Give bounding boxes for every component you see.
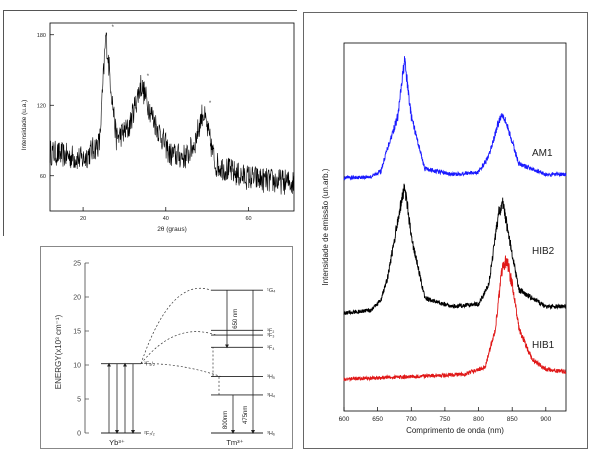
yb-level-label: ²F₅/₂ xyxy=(144,362,155,368)
emission-x-tick-label: 800 xyxy=(473,416,484,423)
xrd-x-tick-label: 60 xyxy=(245,216,251,222)
emission-y-axis-label: Intensidade de emissão (un.arb.) xyxy=(321,168,330,285)
xrd-peak-marker: * xyxy=(209,101,212,107)
xrd-series-line xyxy=(49,32,295,195)
emission-plot-frame xyxy=(343,42,567,412)
tm-level-label: ³F₃ xyxy=(267,333,274,339)
emission-chart: 600 650 700 750 800 850 900 Comprimento de onda… xyxy=(321,42,567,435)
energy-level-diagram: 0 5 10 15 20 25 ENERGY(x10³ cm⁻¹) ²F₇/₂ ²F₅/₂ ³H₆… xyxy=(54,261,276,448)
xrd-x-axis-label: 2θ (graus) xyxy=(157,226,187,233)
energy-y-tick-label: 20 xyxy=(73,295,81,302)
emission-series-label-hib2: HIB2 xyxy=(532,246,555,257)
xrd-peak-marker: * xyxy=(112,25,115,31)
xrd-panel: 20 40 60 60 120 180 2θ (graus) Intensidade (u.a… xyxy=(3,10,297,236)
xrd-peak-marker: * xyxy=(147,74,150,80)
tm-level-label: ³H₅ xyxy=(267,375,275,381)
emission-x-tick-label: 900 xyxy=(540,416,551,423)
emission-series-label-am1: AM1 xyxy=(532,148,553,159)
emission-series-hib2 xyxy=(343,183,567,316)
tm-level-label: ³H₄ xyxy=(267,393,276,399)
emission-x-tick-label: 750 xyxy=(439,416,450,423)
energy-transfer-arrow xyxy=(140,288,212,364)
emission-series-label-hib1: HIB1 xyxy=(532,340,555,351)
emission-800-label: 800nm xyxy=(223,411,229,429)
xrd-y-axis-label: Intensidade (u.a.) xyxy=(21,100,28,151)
emission-series-hib1 xyxy=(343,255,567,383)
energy-y-tick-label: 15 xyxy=(73,329,81,336)
xrd-y-tick-label: 180 xyxy=(37,33,46,39)
emission-x-tick-label: 600 xyxy=(339,416,350,423)
yb-level-label: ²F₇/₂ xyxy=(144,431,155,437)
energy-y-axis-label: ENERGY(x10³ cm⁻¹) xyxy=(54,314,63,389)
xrd-x-tick-label: 20 xyxy=(80,216,86,222)
xrd-plot-frame xyxy=(49,22,295,212)
xrd-y-tick-label: 60 xyxy=(40,174,46,180)
energy-transfer-arrow xyxy=(140,363,222,377)
energy-y-tick-label: 25 xyxy=(73,261,81,268)
emission-650-label: 650 nm xyxy=(233,309,239,329)
emission-x-axis-label: Comprimento de onda (nm) xyxy=(406,426,504,435)
emission-x-tick-label: 850 xyxy=(507,416,518,423)
tm-level-label: ¹G₄ xyxy=(267,288,276,294)
emission-x-tick-label: 700 xyxy=(406,416,417,423)
emission-series-am1 xyxy=(343,56,567,181)
xrd-chart: 20 40 60 60 120 180 2θ (graus) Intensidade (u.a… xyxy=(21,22,295,233)
energy-y-tick-label: 5 xyxy=(77,397,81,404)
energy-transfer-arrow xyxy=(140,331,217,364)
tm-level-label: ³F₄ xyxy=(267,345,275,351)
xrd-x-tick-label: 40 xyxy=(163,216,169,222)
energy-y-tick-label: 0 xyxy=(77,431,81,438)
tm-level-label: ³H₆ xyxy=(267,431,275,437)
tm-ion-label: Tm³⁺ xyxy=(226,438,243,447)
emission-panel: 600 650 700 750 800 850 900 Comprimento de onda… xyxy=(303,12,588,449)
emission-x-tick-label: 650 xyxy=(372,416,383,423)
emission-475-label: 475nm xyxy=(243,406,249,424)
energy-level-panel: 0 5 10 15 20 25 ENERGY(x10³ cm⁻¹) ²F₇/₂ ²F₅/₂ ³H₆… xyxy=(40,246,293,449)
xrd-y-tick-label: 120 xyxy=(37,103,46,109)
energy-y-tick-label: 10 xyxy=(73,363,81,370)
tm-level-label: ³F₂ xyxy=(267,328,274,334)
yb-ion-label: Yb³⁺ xyxy=(109,438,125,447)
